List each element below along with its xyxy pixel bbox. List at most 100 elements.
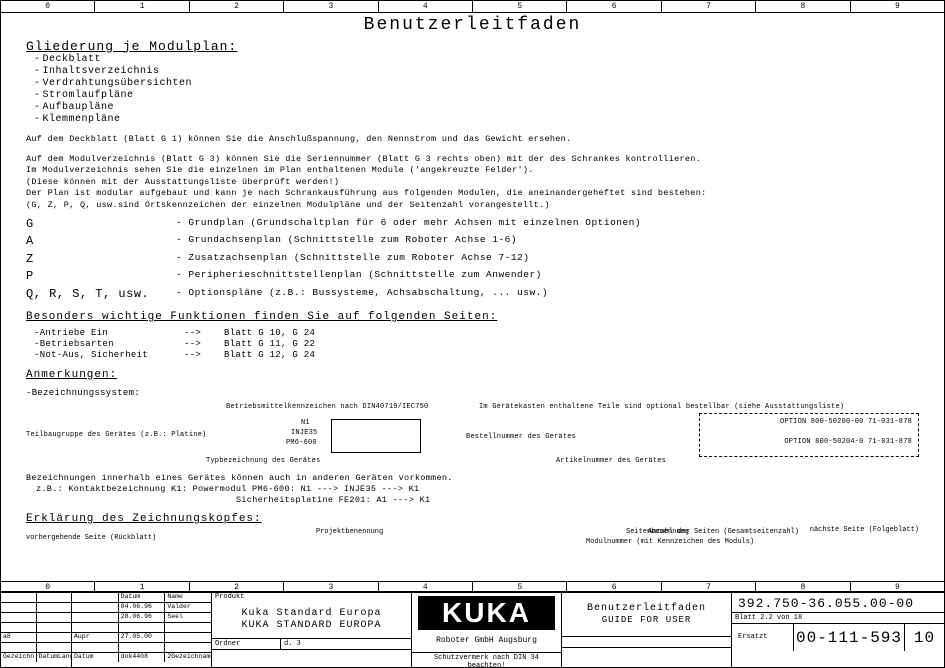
diag-label: Betriebsmittelkennzeichen nach DIN40719/…: [226, 403, 428, 411]
tb-cell: [164, 622, 211, 632]
tb-cell: [118, 642, 165, 652]
code-key: Q, R, S, T, usw.: [26, 287, 176, 301]
tb-cell: [36, 602, 72, 612]
tb-cell: [72, 592, 118, 602]
arrow-icon: -->: [184, 350, 224, 361]
list-item: Klemmenpläne: [34, 114, 919, 126]
tb-cell: [164, 642, 211, 652]
tb-cell: [72, 602, 118, 612]
ruler-cell: 1: [94, 1, 188, 12]
tb-cell: [1, 602, 36, 612]
anno-sub: -Bezeichnungssystem:: [26, 388, 919, 399]
para-line: Im Modulverzeichnis sehen Sie die einzel…: [26, 165, 919, 176]
tb-cell: [72, 642, 118, 652]
tb-col-dwgno: 392.750-36.055.00-00 Blatt 2.2 von 18 Er…: [731, 592, 944, 667]
ruler-cell: 2: [189, 1, 283, 12]
arrow-icon: -->: [184, 339, 224, 350]
module-code-table: G - Grundplan (Grundschaltplan für 6 ode…: [26, 217, 919, 301]
ruler-cell: 4: [378, 1, 472, 12]
tb-cell: [36, 622, 72, 632]
code-row: Z - Zusatzachsenplan (Schnittstelle zum …: [26, 252, 919, 266]
tb-cell: [36, 642, 72, 652]
tb-cell: 27.05.00: [118, 632, 165, 642]
header-explain-labels: vorhergehende Seite (Rückblatt) Projektb…: [26, 526, 919, 548]
ruler-cell: 0: [1, 1, 94, 12]
pages-row: -Betriebsarten --> Blatt G 11, G 22: [34, 339, 919, 350]
doc-title-2: GUIDE FOR USER: [602, 615, 692, 626]
tb-col-dates: DatumName 04.06.96Valder 28.06.96Seel Au…: [71, 592, 211, 667]
code-key: G: [26, 217, 176, 231]
doc-title-1: Benutzerleitfaden: [587, 603, 706, 615]
expl-label: nächste Seite (Folgeblatt): [810, 526, 919, 534]
para-line: (Diese können mit der Ausstattungsliste …: [26, 177, 919, 188]
tb-cell: Name: [164, 592, 211, 602]
expl-label: Projektbenennung: [316, 528, 383, 536]
tb-cell: 28.06.96: [118, 612, 165, 622]
para-line: Sicherheitsplatine FE201: A1 ---> K1: [26, 495, 919, 506]
dashed-box: OPTION 800-50200-00 71-031-878 OPTION 80…: [699, 413, 919, 457]
para-line: Auf dem Deckblatt (Blatt G 1) können Sie…: [26, 134, 919, 145]
drawing-sheet: 0 1 2 3 4 5 6 7 8 9 Benutzerleitfaden Gl…: [0, 0, 945, 668]
diag-value: N1: [301, 419, 310, 427]
ruler-cell: 3: [283, 1, 377, 12]
tb-col-rev: a8 Gezeichn 29DatumLang: [1, 592, 71, 667]
tb-cell: DatumLang: [36, 652, 72, 662]
pages-label: -Not-Aus, Sicherheit: [34, 350, 184, 361]
expl-label: Anzahl der Seiten (Gesamtseitenzahl): [648, 528, 799, 536]
section-anmerkungen-head: Anmerkungen:: [26, 369, 919, 382]
tb-cell: d. 3: [280, 638, 411, 649]
code-row: Q, R, S, T, usw. - Optionspläne (z.B.: B…: [26, 287, 919, 301]
page-title: Benutzerleitfaden: [26, 15, 919, 37]
page-number: 10: [904, 624, 944, 651]
section-wichtig-head: Besonders wichtige Funktionen finden Sie…: [26, 311, 919, 324]
list-item: Stromlaufpläne: [34, 90, 919, 102]
tb-cell: [1, 642, 36, 652]
tb-cell: [36, 612, 72, 622]
tb-cell: Produkt: [212, 592, 411, 604]
diag-label: Bestellnummer des Gerätes: [466, 433, 576, 441]
pages-ref: Blatt G 12, G 24: [224, 350, 315, 361]
code-row: P - Peripherieschnittstellenplan (Schnit…: [26, 269, 919, 283]
tb-cell: [72, 612, 118, 622]
gliederung-list: Deckblatt Inhaltsverzeichnis Verdrahtung…: [34, 54, 919, 126]
sheet-count: Blatt 2.2 von 18: [732, 612, 944, 623]
pages-label: -Antriebe Ein: [34, 328, 184, 339]
kuka-logo: KUKA: [418, 596, 555, 630]
tb-cell: Aupr: [72, 632, 118, 642]
tb-cell: Gezeichn 29: [1, 652, 36, 662]
tb-cell: [1, 622, 36, 632]
tb-cell: Datum: [72, 652, 118, 662]
para-line: (G, Z, P, Q, usw.sind Ortskennzeichen de…: [26, 200, 919, 211]
pages-ref: Blatt G 11, G 22: [224, 339, 315, 350]
tb-cell: a8: [1, 632, 36, 642]
drawing-number: 392.750-36.055.00-00: [732, 592, 944, 612]
code-desc: - Peripherieschnittstellenplan (Schnitts…: [176, 269, 542, 283]
tb-cell: [164, 632, 211, 642]
title-block: a8 Gezeichn 29DatumLang Datum Name 04.06.…: [1, 591, 944, 667]
para-line: Bezeichnungen innerhalb eines Gerätes kö…: [26, 473, 919, 484]
tb-cell: [118, 622, 165, 632]
tb-cell: 2Gezeichname: [164, 652, 211, 662]
section-erklaerung-head: Erklärung des Zeichnungskopfes:: [26, 513, 919, 526]
diag-box: [331, 419, 421, 453]
tb-cell: Seel: [164, 612, 211, 622]
expl-label: vorhergehende Seite (Rückblatt): [26, 534, 156, 542]
tb-col-logo: KUKA Roboter GmbH Augsburg Schutzvermerk…: [411, 592, 561, 667]
code-key: A: [26, 234, 176, 248]
tb-cell: dok4408: [118, 652, 165, 662]
diag-value: PM6-600: [286, 439, 317, 447]
example-block: Bezeichnungen innerhalb eines Gerätes kö…: [26, 473, 919, 507]
tb-cell: [562, 647, 731, 658]
ruler-cell: 7: [661, 1, 755, 12]
tb-cell: [212, 649, 411, 660]
tb-cell: [562, 636, 731, 647]
para-line: Auf dem Modulverzeichnis (Blatt G 3) kön…: [26, 154, 919, 165]
code-key: P: [26, 269, 176, 283]
diag-value: INJE35: [291, 429, 317, 437]
para-line: Der Plan ist modular aufgebaut und kann …: [26, 188, 919, 199]
tb-cell: Ordner: [212, 638, 280, 649]
tb-cell: 04.06.96: [118, 602, 165, 612]
pages-label: -Betriebsarten: [34, 339, 184, 350]
para-line: z.B.: Kontaktbezeichnung K1: Powermodul …: [26, 484, 919, 495]
pages-table: -Antriebe Ein --> Blatt G 10, G 24 -Betr…: [34, 328, 919, 360]
